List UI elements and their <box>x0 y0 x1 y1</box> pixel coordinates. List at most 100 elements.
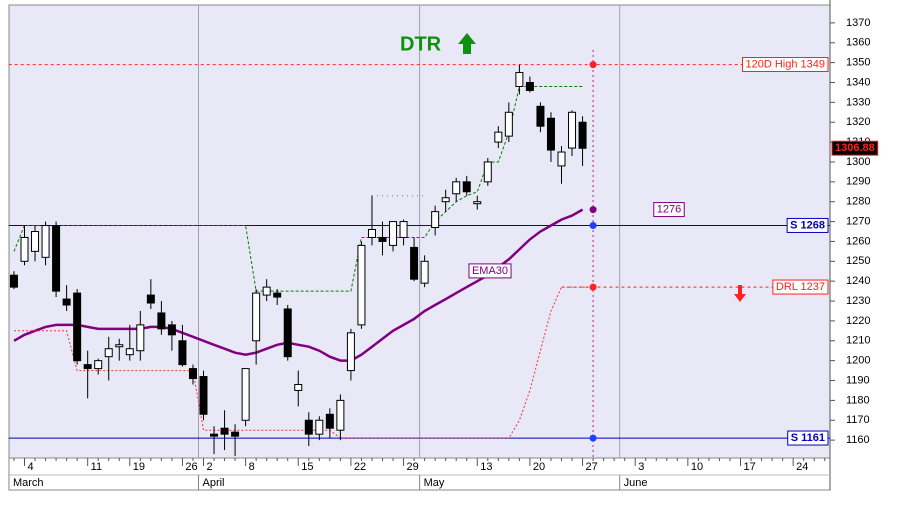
up-arrow <box>458 33 476 54</box>
annotation: DTR <box>400 33 442 55</box>
y-tick-label: 1250 <box>846 255 870 267</box>
level-label-box <box>787 430 829 446</box>
candle-body <box>52 225 61 292</box>
candle-body <box>146 294 155 304</box>
level-label-box <box>786 217 829 233</box>
level-label-text: S 1268 <box>790 219 825 231</box>
candle-body <box>504 111 513 137</box>
month-label: March <box>13 477 44 489</box>
y-tick-label: 1350 <box>846 57 870 69</box>
month-label: May <box>424 477 445 489</box>
candle-body <box>578 121 587 149</box>
candle-body <box>483 161 492 183</box>
y-tick-label: 1220 <box>846 315 870 327</box>
y-tick-label: 1190 <box>846 374 870 386</box>
candle-body <box>115 344 124 348</box>
ema-value-label-text: 1276 <box>657 204 681 216</box>
x-tick-label: 22 <box>354 461 366 473</box>
candle-body <box>31 231 40 252</box>
y-tick-label: 1320 <box>846 116 870 128</box>
candle-body <box>336 399 345 431</box>
candle-body <box>515 72 524 87</box>
last-price-label: 1306.88 <box>831 140 879 156</box>
y-tick-label: 1280 <box>846 196 870 208</box>
candle-body <box>94 360 103 370</box>
candle-body <box>325 413 334 429</box>
candle-body <box>231 431 240 437</box>
y-tick-label: 1160 <box>846 434 870 446</box>
candle-body <box>241 368 250 421</box>
ema-name-label-text: EMA30 <box>472 265 508 277</box>
x-tick-label: 20 <box>533 461 545 473</box>
y-tick-label: 1170 <box>846 414 870 426</box>
candle-body <box>83 364 92 370</box>
level-label-text: S 1161 <box>791 432 825 444</box>
down-arrow <box>734 285 746 302</box>
candle-body <box>104 348 113 358</box>
candle-body <box>136 324 145 352</box>
level-label-box <box>741 57 829 73</box>
candle-body <box>294 383 303 391</box>
y-tick-label: 1330 <box>846 96 870 108</box>
candle-body <box>525 81 534 91</box>
candle-body <box>273 292 282 298</box>
candle-body <box>357 244 366 326</box>
x-tick-label: 19 <box>133 461 145 473</box>
level-dot <box>589 222 597 230</box>
candle-body <box>410 246 419 280</box>
candle-body <box>73 292 82 362</box>
candle-body <box>20 236 29 262</box>
y-tick-label: 1180 <box>846 394 870 406</box>
level-label: S 1268 <box>786 217 829 233</box>
ema-dot <box>589 206 597 214</box>
month-label: April <box>202 477 224 489</box>
ema-value-label-box <box>653 202 685 218</box>
ema-value-label: 1276 <box>653 202 685 218</box>
y-tick-label: 1360 <box>846 37 870 49</box>
candle-body <box>283 308 292 358</box>
month-label: June <box>624 477 648 489</box>
candle-body <box>41 225 50 258</box>
candle-body <box>536 105 545 127</box>
candle-body <box>210 433 219 437</box>
y-tick-label: 1240 <box>846 275 870 287</box>
level-label: 120D High 1349 <box>741 57 829 73</box>
level-dot <box>589 283 597 291</box>
level-label-text: 120D High 1349 <box>745 59 825 71</box>
x-tick-label: 27 <box>586 461 598 473</box>
y-tick-label: 1200 <box>846 355 870 367</box>
x-tick-label: 29 <box>407 461 419 473</box>
y-tick-label: 1290 <box>846 176 870 188</box>
candle-body <box>220 427 229 435</box>
y-tick-label: 1370 <box>846 17 870 29</box>
y-tick-label: 1270 <box>846 215 870 227</box>
x-tick-label: 15 <box>301 461 313 473</box>
x-tick-label: 24 <box>796 461 808 473</box>
candle-body <box>315 419 324 435</box>
candle-body <box>262 286 271 296</box>
x-tick-label: 13 <box>480 461 492 473</box>
candle-body <box>473 201 482 205</box>
x-tick-label: 26 <box>185 461 197 473</box>
candle-body <box>178 340 187 366</box>
candle-body <box>167 324 176 336</box>
y-tick-label: 1230 <box>846 295 870 307</box>
candle-body <box>568 111 577 149</box>
level-dot <box>589 61 597 69</box>
candle-body <box>157 312 166 330</box>
level-label-box <box>772 279 829 295</box>
x-tick-label: 10 <box>691 461 703 473</box>
candle-body <box>546 117 555 151</box>
level-dot <box>589 434 597 442</box>
y-tick-label: 1340 <box>846 76 870 88</box>
last-price-label-text: 1306.88 <box>835 142 875 154</box>
ema-name-label-box <box>468 263 512 279</box>
candle-body <box>494 131 503 143</box>
ema-name-label: EMA30 <box>468 263 512 279</box>
x-tick-label: 8 <box>249 461 255 473</box>
candle-body <box>399 221 408 238</box>
candle-body <box>346 332 355 372</box>
candle-body <box>304 419 313 435</box>
level-label: S 1161 <box>787 430 829 446</box>
